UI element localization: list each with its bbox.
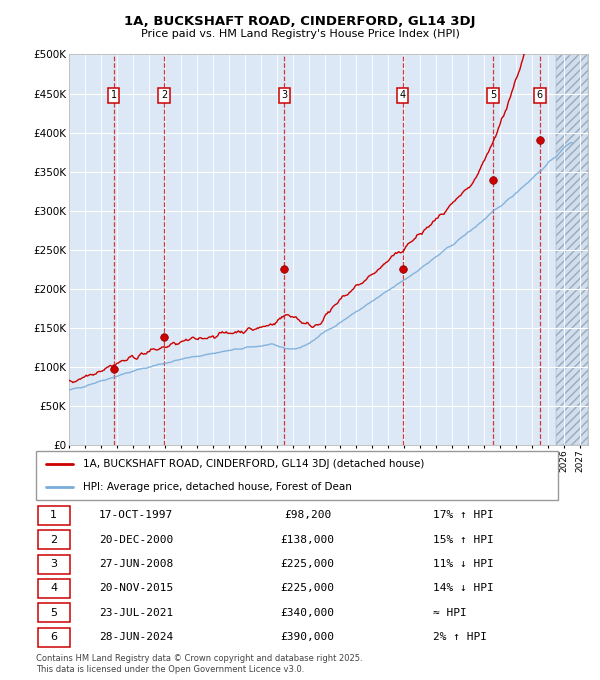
Text: £390,000: £390,000	[280, 632, 334, 642]
FancyBboxPatch shape	[36, 451, 558, 500]
Text: 15% ↑ HPI: 15% ↑ HPI	[433, 534, 493, 545]
Text: HPI: Average price, detached house, Forest of Dean: HPI: Average price, detached house, Fore…	[83, 481, 352, 492]
Text: Price paid vs. HM Land Registry's House Price Index (HPI): Price paid vs. HM Land Registry's House …	[140, 29, 460, 39]
Text: 4: 4	[400, 90, 406, 101]
Text: 20-NOV-2015: 20-NOV-2015	[98, 583, 173, 594]
Text: 14% ↓ HPI: 14% ↓ HPI	[433, 583, 493, 594]
Text: 23-JUL-2021: 23-JUL-2021	[98, 608, 173, 618]
Text: 17% ↑ HPI: 17% ↑ HPI	[433, 511, 493, 520]
Text: 2: 2	[161, 90, 167, 101]
Text: 28-JUN-2024: 28-JUN-2024	[98, 632, 173, 642]
Text: £138,000: £138,000	[280, 534, 334, 545]
Text: 2: 2	[50, 534, 58, 545]
Text: 1A, BUCKSHAFT ROAD, CINDERFORD, GL14 3DJ: 1A, BUCKSHAFT ROAD, CINDERFORD, GL14 3DJ	[124, 15, 476, 28]
Text: 17-OCT-1997: 17-OCT-1997	[98, 511, 173, 520]
FancyBboxPatch shape	[38, 506, 70, 525]
FancyBboxPatch shape	[38, 530, 70, 549]
Text: 2% ↑ HPI: 2% ↑ HPI	[433, 632, 487, 642]
Text: 1: 1	[50, 511, 57, 520]
Text: £225,000: £225,000	[280, 559, 334, 569]
FancyBboxPatch shape	[38, 603, 70, 622]
Bar	[556, 54, 588, 445]
Text: £98,200: £98,200	[284, 511, 331, 520]
Text: 4: 4	[50, 583, 58, 594]
Text: £225,000: £225,000	[280, 583, 334, 594]
Text: 6: 6	[50, 632, 57, 642]
Text: 5: 5	[50, 608, 57, 618]
FancyBboxPatch shape	[38, 555, 70, 574]
Text: 3: 3	[50, 559, 57, 569]
Text: 1: 1	[110, 90, 116, 101]
Text: 5: 5	[490, 90, 496, 101]
Text: This data is licensed under the Open Government Licence v3.0.: This data is licensed under the Open Gov…	[36, 665, 304, 674]
Text: 20-DEC-2000: 20-DEC-2000	[98, 534, 173, 545]
Text: Contains HM Land Registry data © Crown copyright and database right 2025.: Contains HM Land Registry data © Crown c…	[36, 654, 362, 663]
FancyBboxPatch shape	[38, 628, 70, 647]
Text: 3: 3	[281, 90, 287, 101]
FancyBboxPatch shape	[38, 579, 70, 598]
Text: 27-JUN-2008: 27-JUN-2008	[98, 559, 173, 569]
Text: ≈ HPI: ≈ HPI	[433, 608, 466, 618]
Text: £340,000: £340,000	[280, 608, 334, 618]
Text: 11% ↓ HPI: 11% ↓ HPI	[433, 559, 493, 569]
Text: 1A, BUCKSHAFT ROAD, CINDERFORD, GL14 3DJ (detached house): 1A, BUCKSHAFT ROAD, CINDERFORD, GL14 3DJ…	[83, 459, 424, 469]
Bar	[556, 54, 588, 445]
Text: 6: 6	[537, 90, 543, 101]
